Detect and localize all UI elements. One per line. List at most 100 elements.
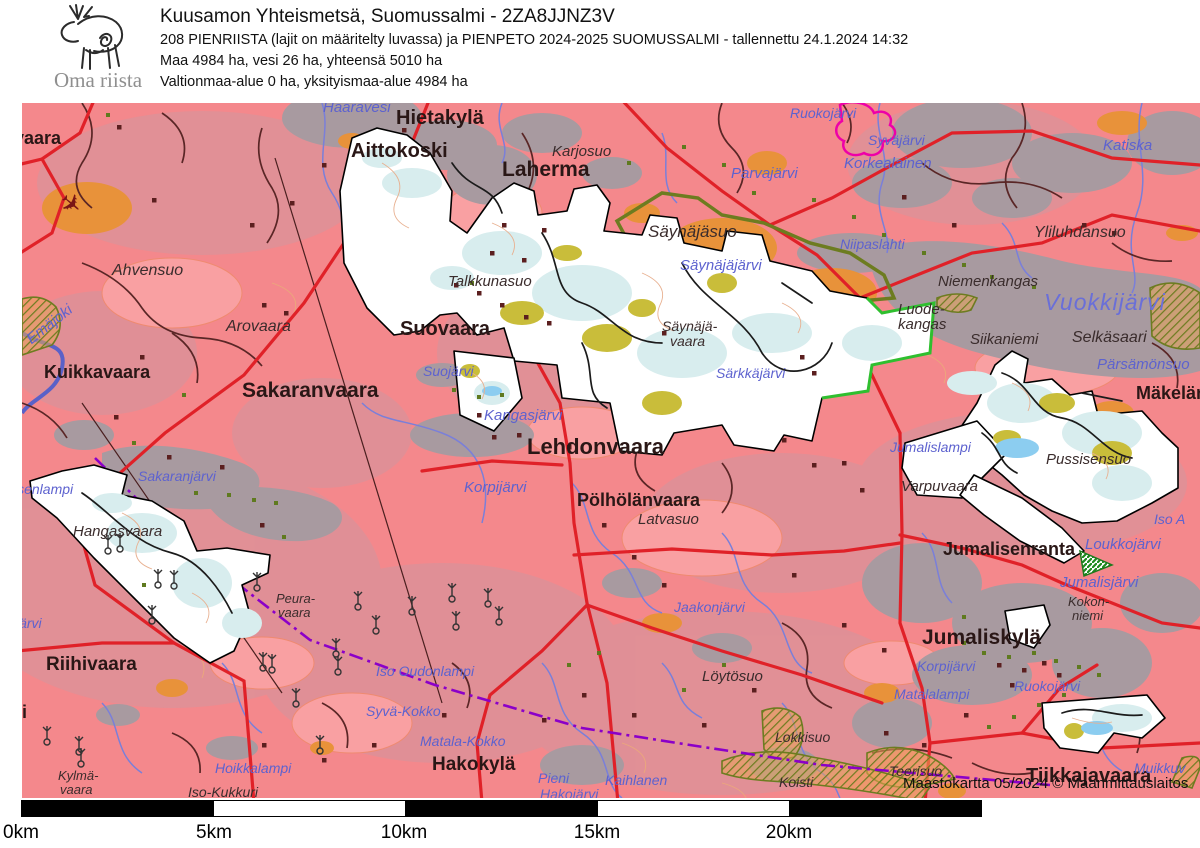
- map-label: Kangasjärvi: [484, 407, 563, 424]
- building-dots: [106, 113, 1117, 763]
- map-label: Muikkuv: [1134, 760, 1186, 776]
- map-label: Ruokojärvi: [1014, 678, 1081, 694]
- map-label: Kylmä-: [58, 768, 99, 783]
- map-label: Yliluhdansuo: [1034, 224, 1126, 241]
- striped-marker: [1079, 549, 1114, 578]
- report-header: Oma riista Kuusamon Yhteismetsä, Suomuss…: [0, 0, 1200, 103]
- map-label: Niipaslahti: [840, 236, 905, 252]
- map-label: Jumalisjärvi: [1060, 574, 1139, 591]
- scale-labels: 0km 5km 10km 15km 20km: [0, 820, 1200, 846]
- map-label: Suovaara: [400, 318, 491, 340]
- map-label: Koisti: [779, 774, 814, 790]
- map-label: Korkealainen: [844, 155, 932, 172]
- map-label: Haaravesi: [323, 103, 391, 116]
- scale-label: 20km: [765, 822, 813, 843]
- map-graphics: ✈: [22, 103, 1200, 798]
- scale-label: 5km: [196, 822, 232, 843]
- map-label: avaara: [22, 128, 62, 148]
- map-label: Arovaara: [226, 318, 291, 335]
- scale-label: 10km: [380, 822, 428, 843]
- map-label: Kuikkavaara: [44, 362, 151, 382]
- map-label: Matalalampi: [894, 686, 970, 702]
- map-label: Korpijärvi: [917, 658, 976, 674]
- hunting-area-interiors: [81, 148, 1152, 739]
- map-label: isenlampi: [22, 481, 74, 497]
- map-label: Lokkisuo: [775, 729, 831, 745]
- map-label: Iso Oudonlampi: [376, 663, 475, 679]
- map-label: Pärsämönsuo: [1097, 356, 1190, 373]
- map-label: Loukkojärvi: [1085, 536, 1161, 553]
- map-label: Varpuvaara: [901, 478, 978, 495]
- map-label: Peura-: [276, 591, 316, 606]
- map-label: Selkäsaari: [1072, 329, 1147, 346]
- map-image: ✈ avaara Hietakylä Aittokoski Laherma Suovaa…: [22, 103, 1200, 798]
- map-label: Laherma: [502, 158, 590, 181]
- scale-segment: [406, 801, 597, 816]
- scale-segment: [597, 801, 790, 816]
- map-label: Latvasuo: [638, 511, 699, 528]
- map-label: Särkkäjärvi: [716, 365, 786, 381]
- map-label: Pussisensuo: [1046, 451, 1132, 468]
- map-label: Vuokkijärvi: [1044, 289, 1166, 315]
- moose-legs: [81, 44, 120, 70]
- map-label: Säynäjä-: [662, 318, 718, 334]
- map-label: Siikaniemi: [970, 331, 1039, 348]
- scale-segment: [22, 801, 213, 816]
- map-label: Korpijärvi: [464, 479, 527, 496]
- page-title: Kuusamon Yhteismetsä, Suomussalmi - 2ZA8…: [160, 6, 615, 27]
- oma-riista-moose-logo: [60, 4, 124, 70]
- map-label: Hietakylä: [396, 107, 484, 129]
- map-label: niemi: [1072, 608, 1104, 623]
- map-label: Talkkunasuo: [448, 273, 532, 290]
- map-label: Matala-Kokko: [420, 733, 506, 749]
- map-label: Jumaliskylä: [922, 626, 1042, 649]
- map-label: Sakaranjärvi: [138, 468, 216, 484]
- map-label: Jaakonjärvi: [674, 599, 745, 615]
- map-label: Parvajärvi: [731, 165, 798, 182]
- moose-belly: [85, 49, 104, 54]
- moose-spiral: [99, 32, 113, 47]
- map-label: Iso-Kukkuri: [188, 784, 259, 798]
- scale-label: 15km: [573, 822, 621, 843]
- magenta-boundary: [835, 103, 897, 157]
- moose-head: [60, 21, 79, 43]
- map-label: Mäkelän: [1136, 383, 1200, 403]
- map-label: Luode-: [898, 301, 945, 318]
- map-label: vaara: [670, 333, 706, 349]
- map-label: Löytösuo: [702, 668, 763, 685]
- map-label: Hakojärvi: [540, 786, 599, 798]
- wind-turbine-icons: [42, 533, 504, 768]
- map-label: Syväjärvi: [868, 132, 925, 148]
- map-label: Säynäjäjärvi: [680, 257, 762, 274]
- map-label: Karjosuo: [552, 143, 612, 160]
- scale-segment: [213, 801, 406, 816]
- scale-segment: [790, 801, 981, 816]
- map-label: Tiikkajavaara: [1026, 765, 1152, 787]
- map-label: Jumalisenranta: [943, 539, 1076, 559]
- map-label: Kokon-: [1068, 594, 1110, 609]
- area-line: Maa 4984 ha, vesi 26 ha, yhteensä 5010 h…: [160, 53, 443, 69]
- moose-antler-left: [69, 4, 93, 20]
- map-label: Aittokoski: [351, 140, 448, 162]
- map-attribution: Maastokartta 05/2024 © Maanmittauslaitos: [903, 775, 1189, 792]
- moose-back: [77, 15, 124, 53]
- map-label: Pölhölänvaara: [577, 490, 701, 510]
- map-label: Syvä-Kokko: [366, 703, 441, 719]
- map-label: vaara: [60, 782, 93, 797]
- scale-label: 0km: [3, 822, 39, 843]
- map-label: järvi: [22, 615, 42, 631]
- map-label: kangas: [898, 316, 947, 333]
- map-label: Säynäjäsuo: [648, 222, 737, 241]
- map-label: Katiska: [1103, 137, 1153, 154]
- map-label: Lehdonvaara: [527, 434, 664, 459]
- map-label: Teerisuo: [889, 763, 943, 779]
- brand-text: Oma riista: [53, 68, 143, 92]
- map-label: Hangasvaara: [73, 523, 163, 540]
- scale-bar: [21, 800, 982, 817]
- green-area-border: [821, 296, 936, 400]
- map-label: Suojärvi: [423, 363, 474, 379]
- map-label: Hoikkalampi: [215, 760, 292, 776]
- map-label: Hakokylä: [432, 754, 516, 775]
- map-label: ti: [22, 702, 27, 722]
